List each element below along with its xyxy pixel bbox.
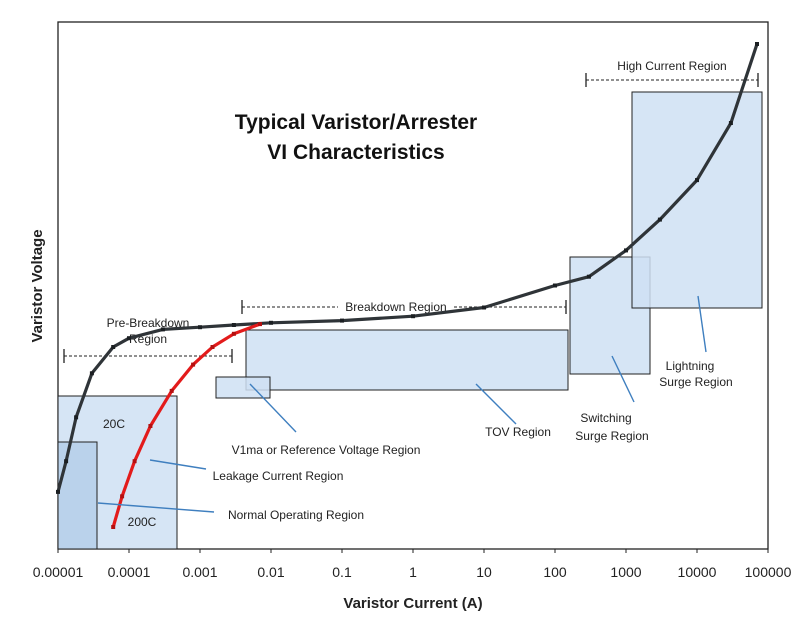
data-point-200c [148,424,153,428]
v1ma-arrow [249,383,297,433]
x-tick-label: 10000 [678,564,717,580]
series-label-20c: 20C [103,417,125,431]
x-tick-label: 100000 [745,564,792,580]
data-point-20c [269,320,273,325]
high-current-bracket [585,73,759,87]
v1ma-label: V1ma or Reference Voltage Region [232,443,421,457]
x-tick-label: 10 [476,564,492,580]
switching-label-line-1: Switching [580,411,631,425]
breakdown-bracket [241,300,567,314]
data-point-20c [111,345,116,349]
tov-region-box [245,329,569,391]
lightning-label-line-2: Surge Region [659,375,732,389]
series-line-20c [56,42,759,494]
data-point-200c [191,362,196,367]
data-point-20c [127,336,131,341]
chart-title-line-1: Typical Varistor/Arrester [235,111,477,134]
data-point-200c [169,388,174,393]
x-tick-label: 1000 [610,564,641,580]
data-point-20c [340,318,344,323]
leakage-label: Leakage Current Region [213,469,344,483]
data-point-200c [111,525,116,529]
data-point-20c [586,274,591,279]
v1ma-region-box [215,376,271,399]
data-point-20c [728,121,733,125]
switching-label-line-2: Surge Region [575,429,648,443]
data-point-200c [132,459,137,464]
data-point-200c [231,331,236,336]
data-point-200c [210,345,215,349]
data-point-20c [64,459,69,464]
x-tick-label: 0.0001 [108,564,151,580]
x-tick-label: 0.00001 [33,564,84,580]
data-point-20c [755,42,759,46]
data-point-20c [695,178,699,183]
data-point-20c [74,415,79,420]
y-axis-title: Varistor Voltage [29,229,46,342]
data-point-20c [482,305,486,310]
x-tick-label: 0.1 [332,564,352,580]
lightning-surge-region-box [631,91,763,309]
leakage-arrow [149,459,207,470]
data-point-20c [231,323,236,327]
normal-operating-arrow [97,502,215,513]
data-point-20c [553,283,557,288]
data-point-200c [258,322,262,327]
normal-operating-region-box [57,441,98,550]
normal-operating-label: Normal Operating Region [228,508,364,522]
tov-arrow [475,383,517,425]
x-tick-label: 0.001 [182,564,217,580]
breakdown-label: Breakdown Region [345,300,446,314]
data-point-20c [56,489,60,494]
lightning-label-line-1: Lightning [666,359,715,373]
data-point-20c [198,325,202,330]
series-label-200c: 200C [128,515,157,529]
chart-title-line-2: VI Characteristics [267,141,444,164]
data-point-20c [624,248,628,253]
tov-label: TOV Region [485,425,551,439]
curves-layer [56,42,759,529]
data-point-20c [411,314,415,319]
high-current-label: High Current Region [617,59,726,73]
data-point-20c [160,327,165,332]
x-tick-label: 100 [543,564,567,580]
x-tick-label: 1 [409,564,417,580]
lightning-arrow [697,295,707,353]
x-axis-title: Varistor Current (A) [343,595,482,612]
pre-breakdown-label-line-1: Pre-Breakdown [107,316,190,330]
annotation-arrows [97,295,707,513]
data-point-20c [89,371,94,376]
switching-arrow [611,355,635,403]
x-axis-ticks: 0.00001 0.0001 0.001 0.01 0.1 1 10 100 1000 10000… [33,549,792,580]
data-point-20c [657,217,662,222]
x-tick-label: 0.01 [257,564,284,580]
data-point-200c [120,494,125,499]
